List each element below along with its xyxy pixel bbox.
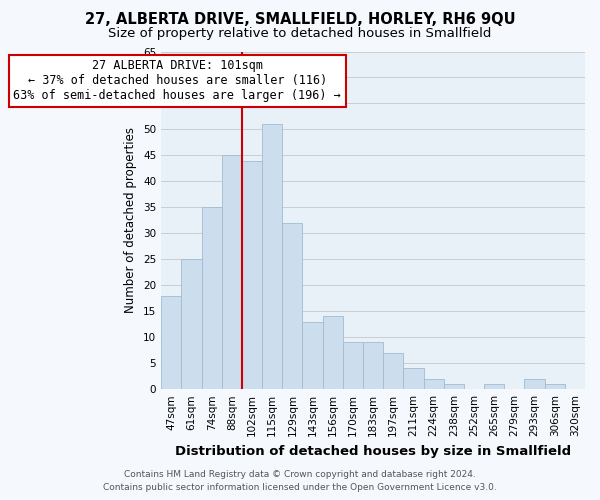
Text: 27, ALBERTA DRIVE, SMALLFIELD, HORLEY, RH6 9QU: 27, ALBERTA DRIVE, SMALLFIELD, HORLEY, R… [85,12,515,28]
Bar [323,316,343,389]
X-axis label: Distribution of detached houses by size in Smallfield: Distribution of detached houses by size … [175,444,571,458]
Bar [202,208,222,389]
Bar [161,296,181,389]
Bar [403,368,424,389]
Bar [545,384,565,389]
Y-axis label: Number of detached properties: Number of detached properties [124,128,137,314]
Text: Contains HM Land Registry data © Crown copyright and database right 2024.
Contai: Contains HM Land Registry data © Crown c… [103,470,497,492]
Bar [524,379,545,389]
Bar [343,342,363,389]
Bar [242,160,262,389]
Bar [282,223,302,389]
Bar [262,124,282,389]
Bar [181,260,202,389]
Bar [363,342,383,389]
Bar [424,379,444,389]
Bar [222,156,242,389]
Bar [383,353,403,389]
Bar [444,384,464,389]
Bar [302,322,323,389]
Text: 27 ALBERTA DRIVE: 101sqm
← 37% of detached houses are smaller (116)
63% of semi-: 27 ALBERTA DRIVE: 101sqm ← 37% of detach… [13,60,341,102]
Text: Size of property relative to detached houses in Smallfield: Size of property relative to detached ho… [109,28,491,40]
Bar [484,384,504,389]
